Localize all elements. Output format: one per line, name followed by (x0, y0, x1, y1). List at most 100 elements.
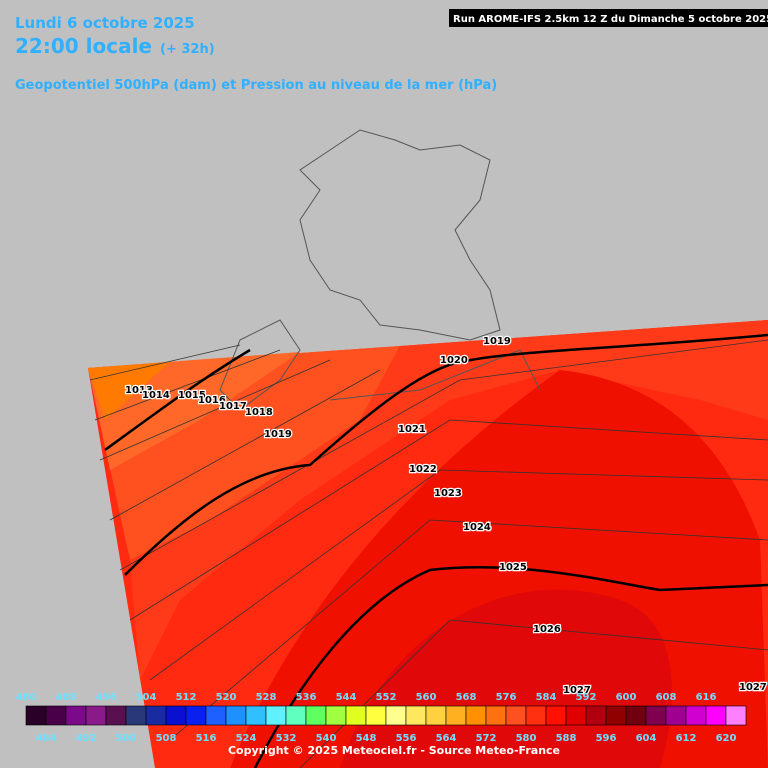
isobar-label: 1020 (440, 355, 468, 366)
colorbar-label: 548 (356, 733, 377, 744)
colorbar-label: 596 (596, 733, 617, 744)
parameter: Geopotentiel 500hPa (dam) et Pression au… (15, 78, 497, 93)
colorbar-swatch (425, 705, 447, 726)
colorbar-swatch (365, 705, 387, 726)
colorbar-label: 616 (696, 692, 717, 703)
colorbar-label: 536 (296, 692, 317, 703)
colorbar-swatch (665, 705, 687, 726)
colorbar-label: 552 (376, 692, 397, 703)
colorbar-swatch (565, 705, 587, 726)
coastline (329, 349, 541, 401)
colorbar-label: 484 (36, 733, 57, 744)
colorbar-swatch (45, 705, 67, 726)
isobar-label: 1019 (483, 336, 511, 347)
colorbar-label: 504 (136, 692, 157, 703)
colorbar-label: 620 (716, 733, 737, 744)
colorbar-swatch (305, 705, 327, 726)
colorbar-label: 544 (336, 692, 357, 703)
colorbar-swatch (465, 705, 487, 726)
colorbar-swatch (505, 705, 527, 726)
isobar-label: 1025 (499, 562, 527, 573)
colorbar-label: 576 (496, 692, 517, 703)
time: 22:00 locale (15, 34, 152, 58)
colorbar-label: 516 (196, 733, 217, 744)
colorbar-swatch (485, 705, 507, 726)
isobar-label: 1014 (142, 390, 170, 401)
run-label: Run AROME-IFS 2.5km 12 Z du Dimanche 5 o… (453, 14, 768, 25)
coastlines (219, 129, 541, 411)
colorbar-swatch (205, 705, 227, 726)
isobar-label: 1018 (245, 407, 273, 418)
colorbar-swatch (725, 705, 747, 726)
colorbar-swatch (385, 705, 407, 726)
colorbar-swatch (65, 705, 87, 726)
coastline (219, 319, 301, 411)
date: Lundi 6 octobre 2025 (15, 14, 195, 32)
colorbar-label: 572 (476, 733, 497, 744)
colorbar-swatch (165, 705, 187, 726)
colorbar-swatch (265, 705, 287, 726)
colorbar-label: 556 (396, 733, 417, 744)
colorbar-label: 568 (456, 692, 477, 703)
lead-time: (+ 32h) (160, 42, 215, 57)
copyright: Copyright © 2025 Meteociel.fr - Source M… (228, 744, 560, 757)
colorbar-label: 508 (156, 733, 177, 744)
colorbar-label: 588 (556, 733, 577, 744)
colorbar-swatch (705, 705, 727, 726)
colorbar-swatch (625, 705, 647, 726)
colorbar-label: 524 (236, 733, 257, 744)
colorbar-swatch (145, 705, 167, 726)
isobars (89, 339, 768, 768)
colorbar-swatch (125, 705, 147, 726)
colorbar-label: 520 (216, 692, 237, 703)
isobar-label: 1016 (198, 395, 226, 406)
colorbar-swatch (525, 705, 547, 726)
colorbar-swatch (225, 705, 247, 726)
isobar-label: 1027 (739, 682, 767, 693)
colorbar-label: 560 (416, 692, 437, 703)
colorbar-swatch (345, 705, 367, 726)
field-band (88, 362, 170, 420)
colorbar-label: 600 (616, 692, 637, 703)
colorbar-label: 488 (56, 692, 77, 703)
colorbar-label: 608 (656, 692, 677, 703)
isobar-label: 1019 (264, 429, 292, 440)
colorbar-swatch (325, 705, 347, 726)
colorbar-label: 584 (536, 692, 557, 703)
field-band (130, 320, 768, 680)
geopotential-lines (104, 333, 768, 768)
colorbar-swatch (85, 705, 107, 726)
colorbar-label: 500 (116, 733, 137, 744)
run-box (449, 9, 768, 27)
isobar-label: 1027 (563, 685, 591, 696)
colorbar-label: 592 (576, 692, 597, 703)
isobar-label: 1023 (434, 488, 462, 499)
colorbar: 480 484 488 492 496 500 504 508 512 516 520 524 528 5… (16, 692, 747, 744)
colorbar-swatch (605, 705, 627, 726)
coastline (299, 129, 501, 341)
colorbar-label: 532 (276, 733, 297, 744)
colorbar-swatch (285, 705, 307, 726)
isobar-label: 1021 (398, 424, 426, 435)
colorbar-swatch (405, 705, 427, 726)
colorbar-label: 612 (676, 733, 697, 744)
colorbar-swatch (105, 705, 127, 726)
colorbar-label: 492 (76, 733, 97, 744)
colorbar-swatch (245, 705, 267, 726)
isobar-label: 1015 (178, 390, 206, 401)
colorbar-label: 496 (96, 692, 117, 703)
isobar-label: 1017 (219, 401, 247, 412)
colorbar-swatch (645, 705, 667, 726)
colorbar-swatch (585, 705, 607, 726)
colorbar-swatch (185, 705, 207, 726)
colorbar-label: 528 (256, 692, 277, 703)
colorbar-label: 480 (16, 692, 37, 703)
isobar-label: 1024 (463, 522, 491, 533)
colorbar-label: 580 (516, 733, 537, 744)
colorbar-label: 540 (316, 733, 337, 744)
colorbar-swatch (545, 705, 567, 726)
isobar-label: 1013 (125, 385, 153, 396)
colorbar-swatch (445, 705, 467, 726)
